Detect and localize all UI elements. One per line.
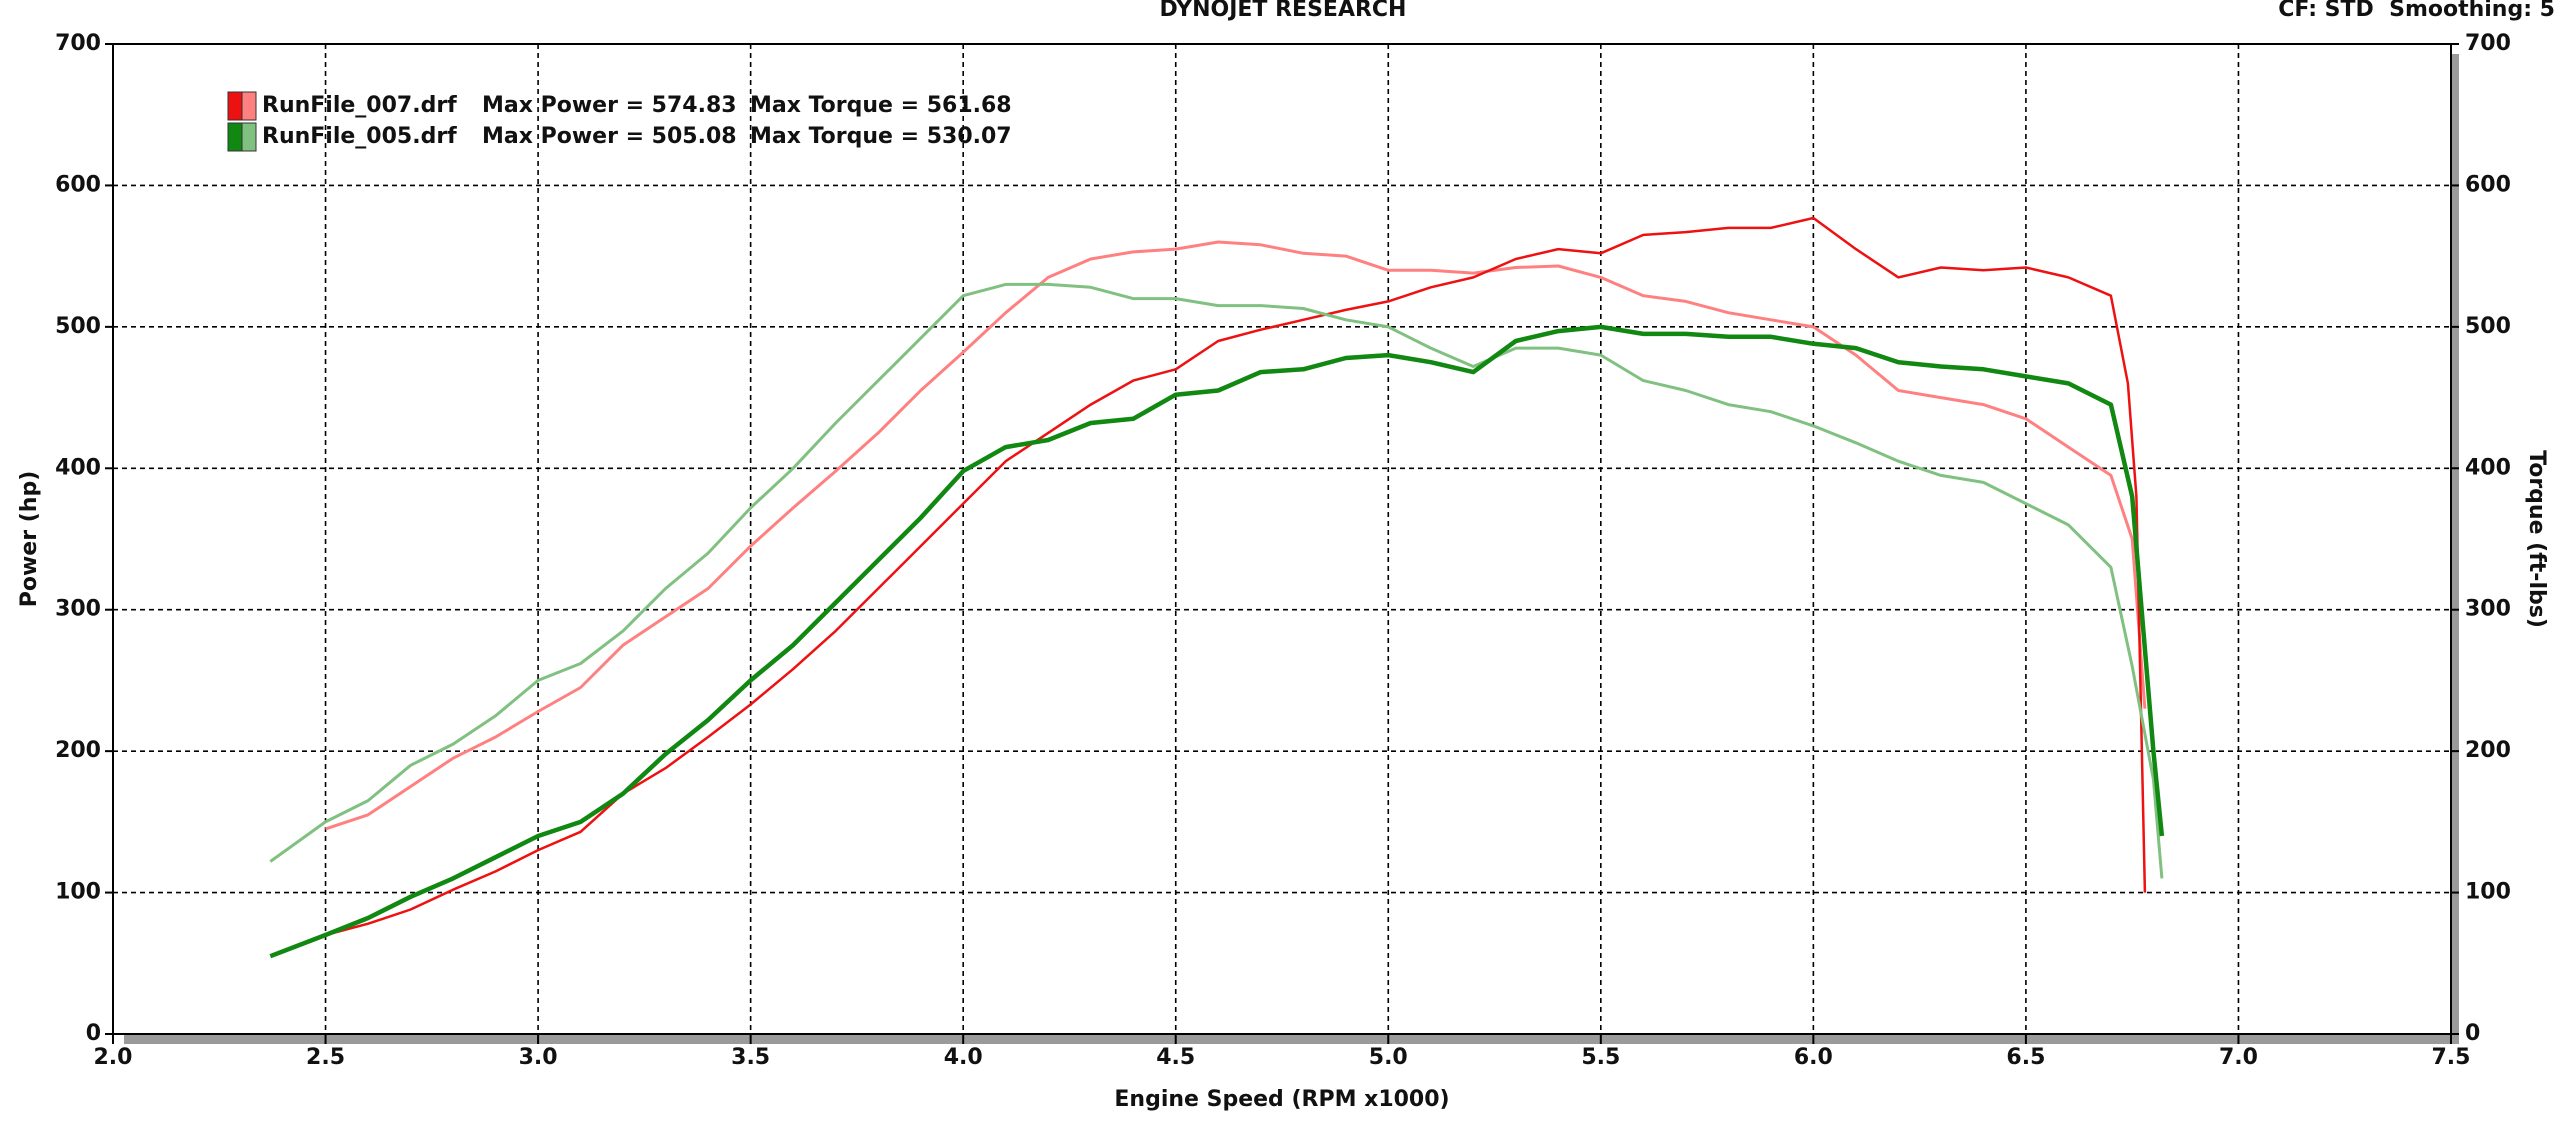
y-tick-label: 200 [55, 738, 101, 763]
y-axis-label: Power (hp) [17, 471, 42, 608]
y2-axis-label: Torque (ft-lbs) [2524, 450, 2549, 628]
y2-tick-label: 600 [2465, 172, 2511, 197]
legend-label: Max Torque = 530.07 [750, 124, 1012, 149]
y2-tick-label: 500 [2465, 314, 2511, 339]
x-axis-label: Engine Speed (RPM x1000) [1114, 1087, 1449, 1112]
y-tick-label: 100 [55, 880, 101, 905]
y2-tick-label: 200 [2465, 738, 2511, 763]
x-tick-label: 3.5 [731, 1045, 770, 1070]
y-tick-label: 600 [55, 172, 101, 197]
x-tick-label: 5.5 [1581, 1045, 1620, 1070]
legend-label: Max Power = 574.83 [482, 93, 737, 118]
series-line [269, 324, 2165, 959]
y-tick-label: 500 [55, 314, 101, 339]
y-tick-label: 400 [55, 455, 101, 480]
x-tick-label: 3.0 [519, 1045, 558, 1070]
y-tick-label: 300 [55, 597, 101, 622]
legend-label: RunFile_007.drf [262, 93, 457, 118]
y2-tick-label: 400 [2465, 455, 2511, 480]
x-tick-label: 7.5 [2432, 1045, 2471, 1070]
x-tick-label: 6.5 [2006, 1045, 2045, 1070]
legend-swatch [227, 122, 243, 152]
x-tick-label: 6.0 [1794, 1045, 1833, 1070]
x-tick-label: 4.0 [944, 1045, 983, 1070]
legend-swatch [241, 122, 257, 152]
y-tick-label: 700 [55, 31, 101, 56]
x-tick-label: 2.5 [306, 1045, 345, 1070]
legend-label: Max Power = 505.08 [482, 124, 737, 149]
chart-subtitle: CF: STD Smoothing: 5 [2278, 0, 2555, 22]
x-tick-label: 7.0 [2219, 1045, 2258, 1070]
x-tick-label: 4.5 [1156, 1045, 1195, 1070]
legend-label: Max Torque = 561.68 [750, 93, 1012, 118]
series-line [269, 282, 2164, 879]
legend-label: RunFile_005.drf [262, 124, 457, 149]
series-line [325, 240, 2147, 831]
legend-swatch [227, 91, 243, 121]
y2-tick-label: 300 [2465, 597, 2511, 622]
y2-tick-label: 0 [2465, 1021, 2480, 1046]
y2-tick-label: 700 [2465, 31, 2511, 56]
chart-title: DYNOJET RESEARCH [1160, 0, 1407, 22]
legend-swatch [241, 91, 257, 121]
x-tick-label: 5.0 [1369, 1045, 1408, 1070]
y2-tick-label: 100 [2465, 880, 2511, 905]
series-line [325, 216, 2147, 937]
y-tick-label: 0 [86, 1021, 101, 1046]
x-tick-label: 2.0 [94, 1045, 133, 1070]
